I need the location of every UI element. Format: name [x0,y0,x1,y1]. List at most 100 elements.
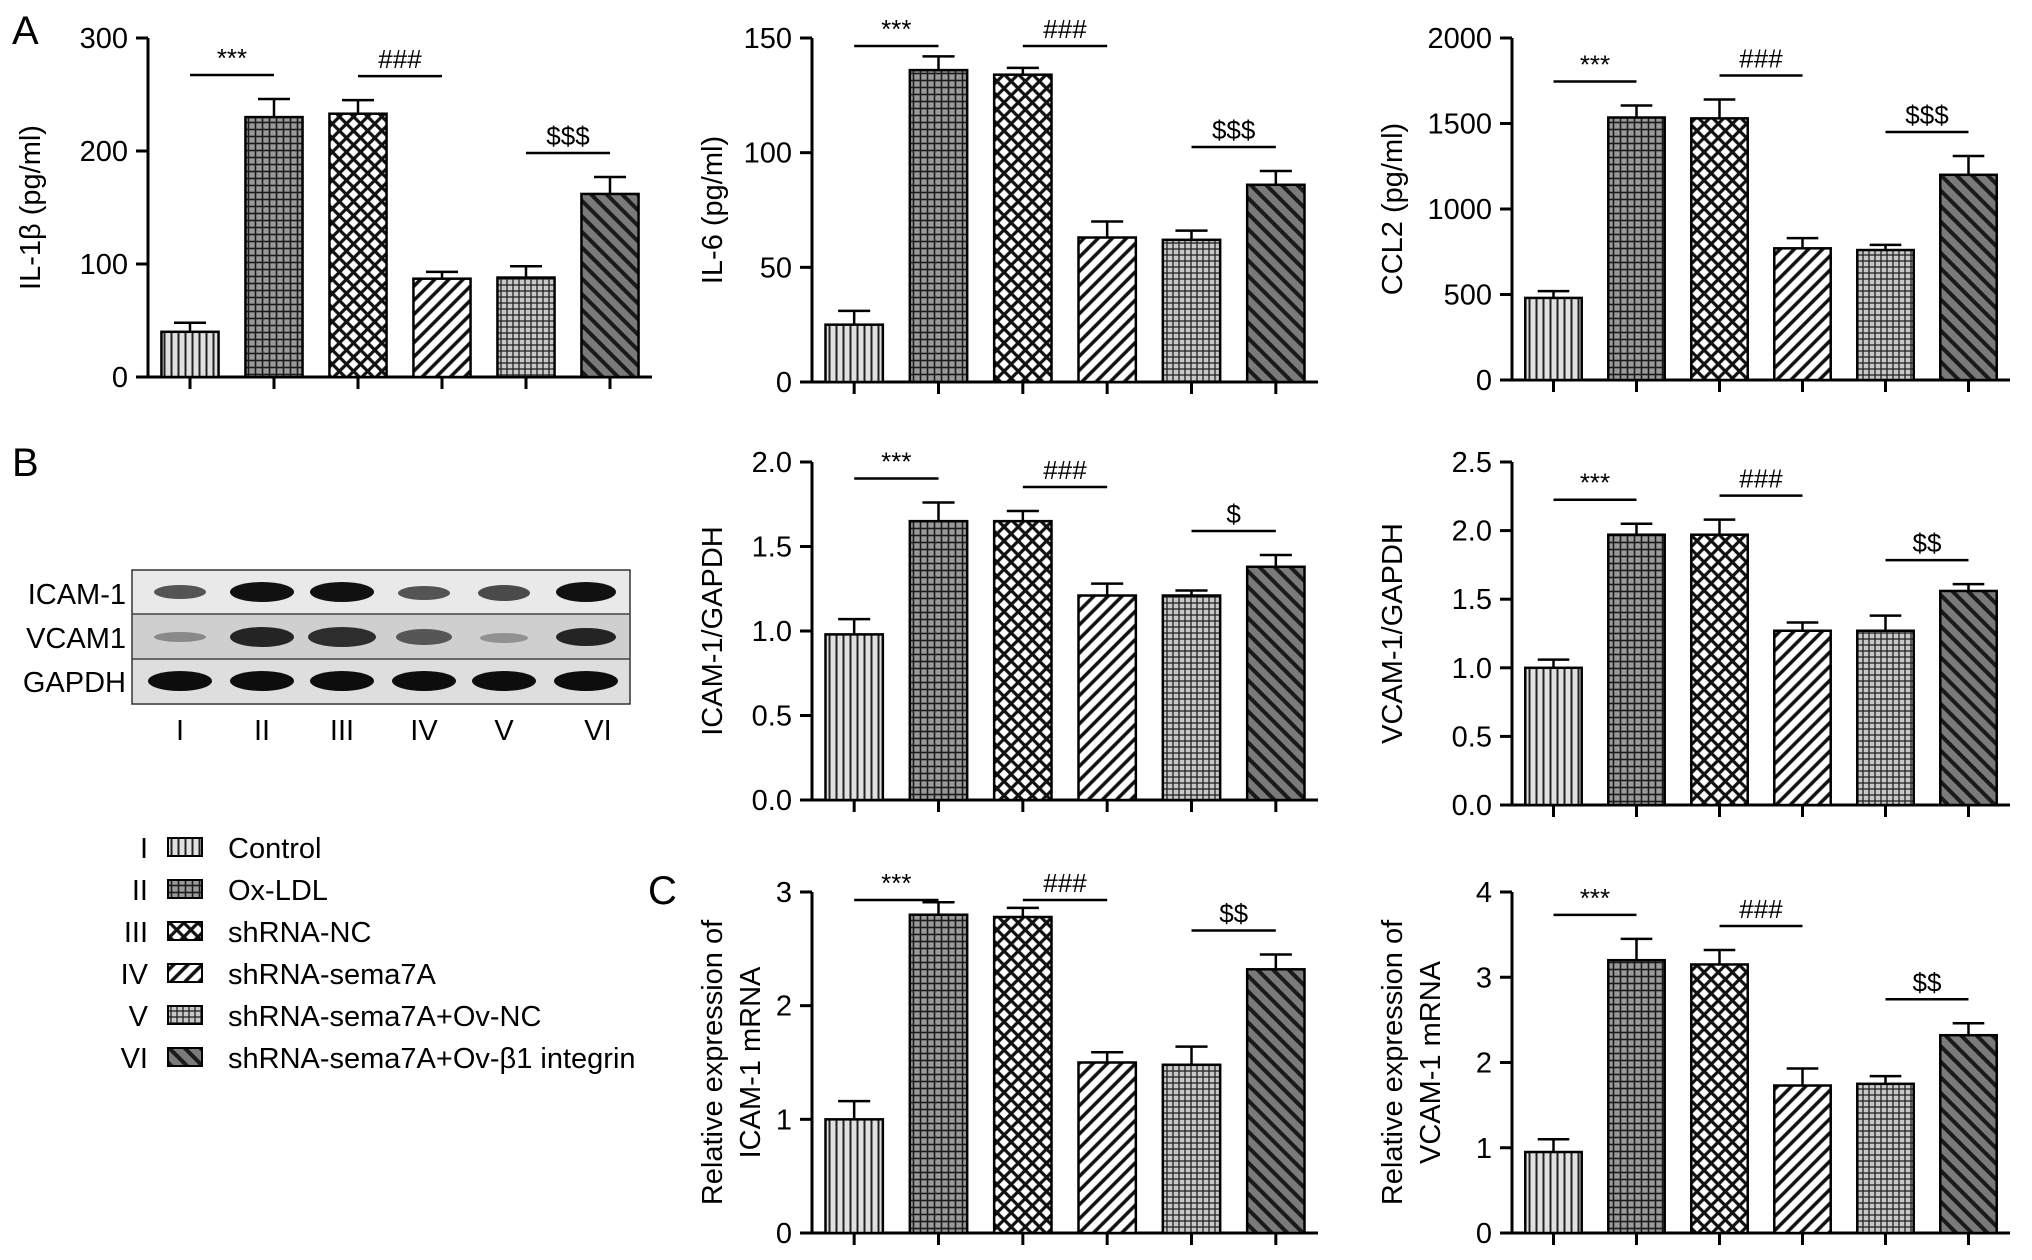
bar-II [1607,958,1666,1235]
bar-IV [412,277,472,379]
significance-label: *** [881,868,911,898]
y-tick-label: 0 [776,367,792,399]
bar-VI [580,192,640,379]
bar-II [244,115,304,379]
significance-label: $$$ [1905,100,1949,130]
blot-band [554,671,618,691]
blot-band [230,671,294,691]
y-axis-label: CCL2 (pg/ml) [1377,123,1409,295]
legend-roman: III [124,917,148,949]
significance-label: $$$ [1212,115,1256,145]
bar-VI [1245,968,1306,1235]
bar-III [992,73,1053,384]
y-tick-label: 300 [80,23,128,55]
y-tick-label: 1500 [1427,109,1492,141]
legend-swatch [167,921,203,941]
y-tick-label: 2.0 [1452,516,1492,548]
blot-lane-label: VI [584,715,611,747]
legend-label: shRNA-sema7A+Ov-β1 integrin [228,1043,636,1075]
significance-label: ### [1043,868,1087,898]
significance-label: $ [1226,499,1241,529]
bar-VI [1939,1033,1998,1235]
bar-V [1161,594,1222,802]
y-tick-label: 0 [1476,1218,1492,1250]
western-blot: ICAM-1 VCAM1 GAPDH I II III IV V VI [23,569,631,747]
bar-III [992,519,1053,802]
bar-I [1524,296,1583,382]
blot-row-bg-gapdh [133,659,629,703]
significance-label: $$$ [546,121,590,151]
y-axis-label: ICAM-1/GAPDH [697,526,729,735]
blot-band [478,585,530,601]
bar-IV [1773,1084,1832,1235]
significance-label: ### [1739,894,1783,924]
significance-label: $$ [1913,528,1942,558]
y-tick-label: 1.0 [1452,653,1492,685]
bar-V [1856,248,1915,382]
legend-roman: I [140,833,148,865]
bar-III [1690,117,1749,382]
y-tick-label: 0.5 [752,701,792,733]
il1b-chart: 0 100 200 300 IL-1β (pg/ml) *** ### $$$ [15,23,652,394]
icam-mrna-chart: 0 1 2 3 Relative expression of ICAM-1 mRNA ***… [697,868,1318,1250]
bar-VI [1245,565,1306,802]
blot-band [154,632,206,642]
bar-V [1161,1063,1222,1235]
y-tick-label: 1 [776,1104,792,1136]
y-tick-label: 1000 [1427,194,1492,226]
y-tick-label: 2000 [1427,23,1492,55]
bar-I [1524,666,1583,807]
blot-band [310,671,374,691]
bar-V [496,276,556,379]
bar-I [824,633,885,802]
significance-label: *** [1580,883,1610,913]
blot-band [230,582,294,602]
bar-II [908,913,969,1235]
y-tick-label: 100 [80,249,128,281]
bar-V [1856,1082,1915,1235]
blot-band [230,627,294,647]
bar-III [1690,963,1749,1235]
blot-band [556,582,616,602]
blot-band [398,586,450,600]
bar-I [824,1118,885,1235]
blot-lane-label: I [176,715,184,747]
blot-band [480,633,528,643]
blot-row-label: VCAM1 [26,623,126,655]
legend-swatch [167,963,203,983]
y-tick-label: 3 [1476,962,1492,994]
y-tick-label: 1 [1476,1133,1492,1165]
legend-swatch [167,1005,203,1025]
blot-row-bg-icam [133,571,629,614]
bar-IV [1077,1061,1138,1235]
bar-VI [1939,589,1998,807]
bar-II [1607,533,1666,807]
bar-I [824,323,885,384]
vcam-gapdh-chart: 0.0 0.5 1.0 1.5 2.0 2.5 VCAM-1/GAPDH *** ### $$ [1377,447,2010,822]
blot-band [308,627,376,647]
y-tick-label: 4 [1476,877,1492,909]
bar-V [1161,238,1222,384]
y-tick-label: 2 [1476,1048,1492,1080]
blot-band [396,629,452,645]
blot-row-label: ICAM-1 [28,579,126,611]
bar-VI [1939,173,1998,382]
y-tick-label: 1.0 [752,616,792,648]
ccl2-chart: 0 500 1000 1500 2000 CCL2 (pg/ml) *** ### $$$ [1377,23,2010,397]
significance-label: $$ [1913,967,1942,997]
y-tick-label: 0.0 [752,785,792,817]
y-axis-label: IL-6 (pg/ml) [697,136,729,284]
y-axis-label: IL-1β (pg/ml) [15,125,47,290]
icam-gapdh-chart: 0.0 0.5 1.0 1.5 2.0 ICAM-1/GAPDH *** ### $ [697,447,1318,817]
bar-III [992,915,1053,1235]
y-tick-label: 0.0 [1452,790,1492,822]
significance-label: *** [1580,468,1610,498]
blot-lane-label: III [330,715,354,747]
legend: I Control II Ox-LDL III shRNA-NC IV shRN… [121,833,636,1075]
significance-label: *** [1580,50,1610,80]
y-tick-label: 0.5 [1452,721,1492,753]
blot-lane-label: II [254,715,270,747]
y-tick-label: 150 [744,23,792,55]
bar-III [328,112,388,379]
y-axis-label: Relative expression of [1377,919,1409,1205]
